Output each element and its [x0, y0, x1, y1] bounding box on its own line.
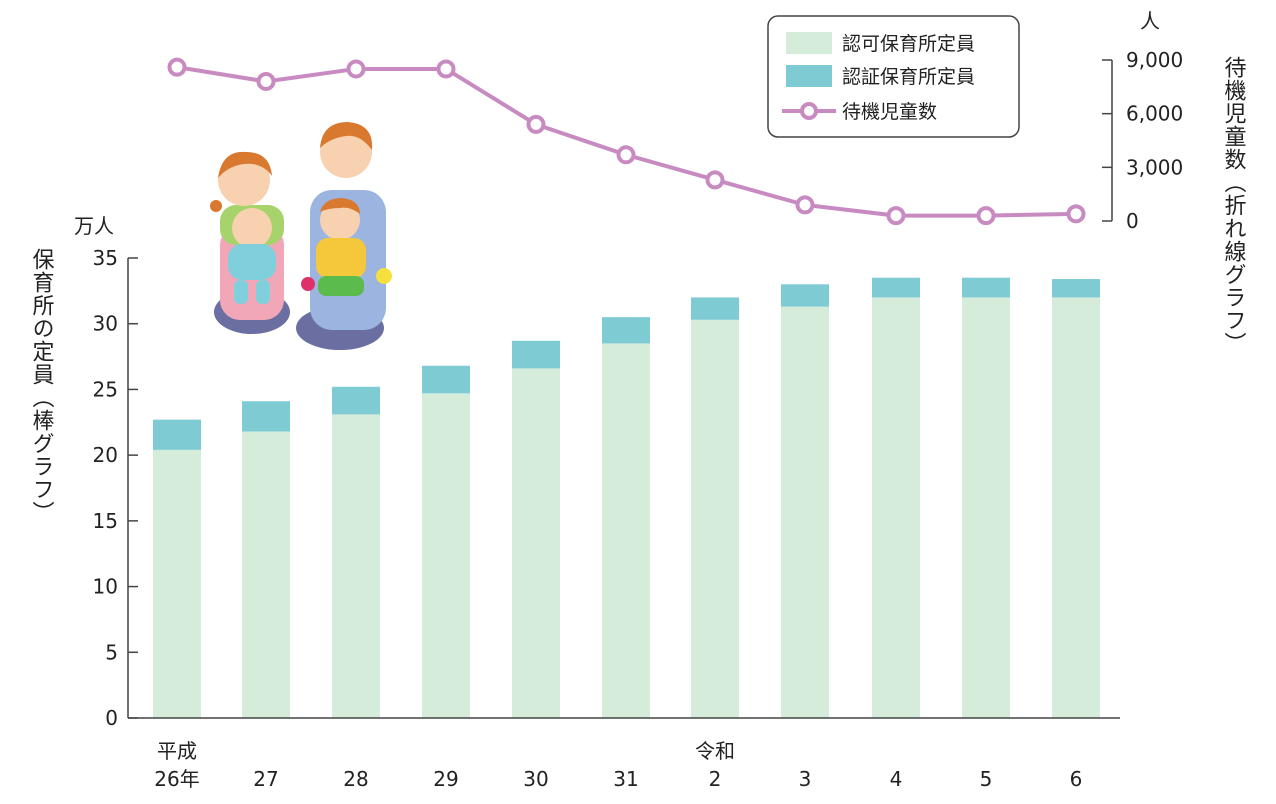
category-label-9: 5 — [980, 767, 993, 791]
line-point-5 — [616, 145, 636, 165]
category-label-2: 28 — [343, 767, 368, 791]
category-label-4: 30 — [523, 767, 548, 791]
bar-ninka-6 — [691, 319, 739, 718]
bar-ninsho-0 — [153, 419, 201, 450]
category-era-0: 平成 — [157, 739, 197, 763]
left-axis-unit: 万人 — [74, 214, 114, 238]
right-axis-unit: 人 — [1140, 9, 1160, 33]
legend: 認可保育所定員 認証保育所定員 待機児童数 — [767, 15, 1020, 138]
line-point-7 — [795, 195, 815, 215]
line-point-2 — [346, 59, 366, 79]
bar-ninsho-2 — [332, 386, 380, 415]
bar-ninka-0 — [153, 449, 201, 718]
left-tick-label-0: 0 — [105, 706, 118, 730]
bar-ninka-7 — [781, 306, 829, 718]
category-label-5: 31 — [613, 767, 638, 791]
right-axis-title: 待機児童数（折れ線グラフ） — [1221, 56, 1247, 355]
category-label-10: 6 — [1070, 767, 1083, 791]
category-label-1: 27 — [253, 767, 278, 791]
axes-layer — [127, 59, 1120, 719]
left-tick-label-2: 10 — [93, 575, 118, 599]
left-tick-label-3: 15 — [93, 509, 118, 533]
line-point-8 — [886, 206, 906, 226]
legend-label-ninsho: 認証保育所定員 — [842, 66, 975, 88]
category-label-8: 4 — [890, 767, 903, 791]
legend-swatch-ninsho — [786, 65, 832, 87]
bar-ninka-2 — [332, 414, 380, 718]
category-label-6: 2 — [709, 767, 722, 791]
category-era-6: 令和 — [695, 739, 735, 763]
category-label-3: 29 — [433, 767, 458, 791]
bar-ninka-8 — [872, 297, 920, 718]
left-axis-title: 保育所の定員（棒グラフ） — [29, 248, 55, 524]
line-point-0 — [167, 57, 187, 77]
bars-layer — [153, 277, 1100, 718]
legend-label-ninka: 認可保育所定員 — [842, 33, 975, 55]
line-point-6 — [705, 170, 725, 190]
line-point-1 — [256, 71, 276, 91]
bar-ninsho-3 — [422, 365, 470, 394]
line-point-9 — [976, 206, 996, 226]
bar-ninsho-9 — [962, 277, 1010, 298]
bar-ninka-4 — [512, 368, 560, 718]
category-label-0: 26年 — [154, 767, 199, 791]
bar-ninsho-1 — [242, 401, 290, 432]
bar-ninka-5 — [602, 343, 650, 718]
legend-swatch-ninka — [786, 32, 832, 54]
bar-ninka-9 — [962, 297, 1010, 718]
bar-ninka-1 — [242, 431, 290, 718]
line-point-3 — [436, 59, 456, 79]
family-illustration — [210, 122, 392, 350]
category-label-7: 3 — [799, 767, 812, 791]
line-point-10 — [1066, 204, 1086, 224]
left-tick-label-7: 35 — [93, 246, 118, 270]
line-layer — [167, 57, 1086, 226]
left-tick-label-1: 5 — [105, 640, 118, 664]
bar-ninsho-4 — [512, 340, 560, 369]
bar-ninsho-10 — [1052, 279, 1100, 298]
bar-ninka-3 — [422, 393, 470, 718]
right-tick-label-2: 6,000 — [1126, 102, 1183, 126]
labels-layer: 05101520253035万人保育所の定員（棒グラフ）03,0006,0009… — [29, 9, 1247, 791]
legend-label-taiki: 待機児童数 — [842, 101, 937, 123]
left-tick-label-6: 30 — [93, 312, 118, 336]
right-tick-label-1: 3,000 — [1126, 155, 1183, 179]
legend-marker — [800, 102, 818, 120]
line-point-4 — [526, 114, 546, 134]
bar-ninsho-7 — [781, 284, 829, 307]
right-tick-label-0: 0 — [1126, 209, 1139, 233]
bar-ninka-10 — [1052, 297, 1100, 718]
left-tick-label-4: 20 — [93, 443, 118, 467]
bar-ninsho-5 — [602, 317, 650, 344]
right-tick-label-3: 9,000 — [1126, 48, 1183, 72]
bar-ninsho-8 — [872, 277, 920, 298]
bar-ninsho-6 — [691, 297, 739, 320]
left-tick-label-5: 25 — [93, 377, 118, 401]
